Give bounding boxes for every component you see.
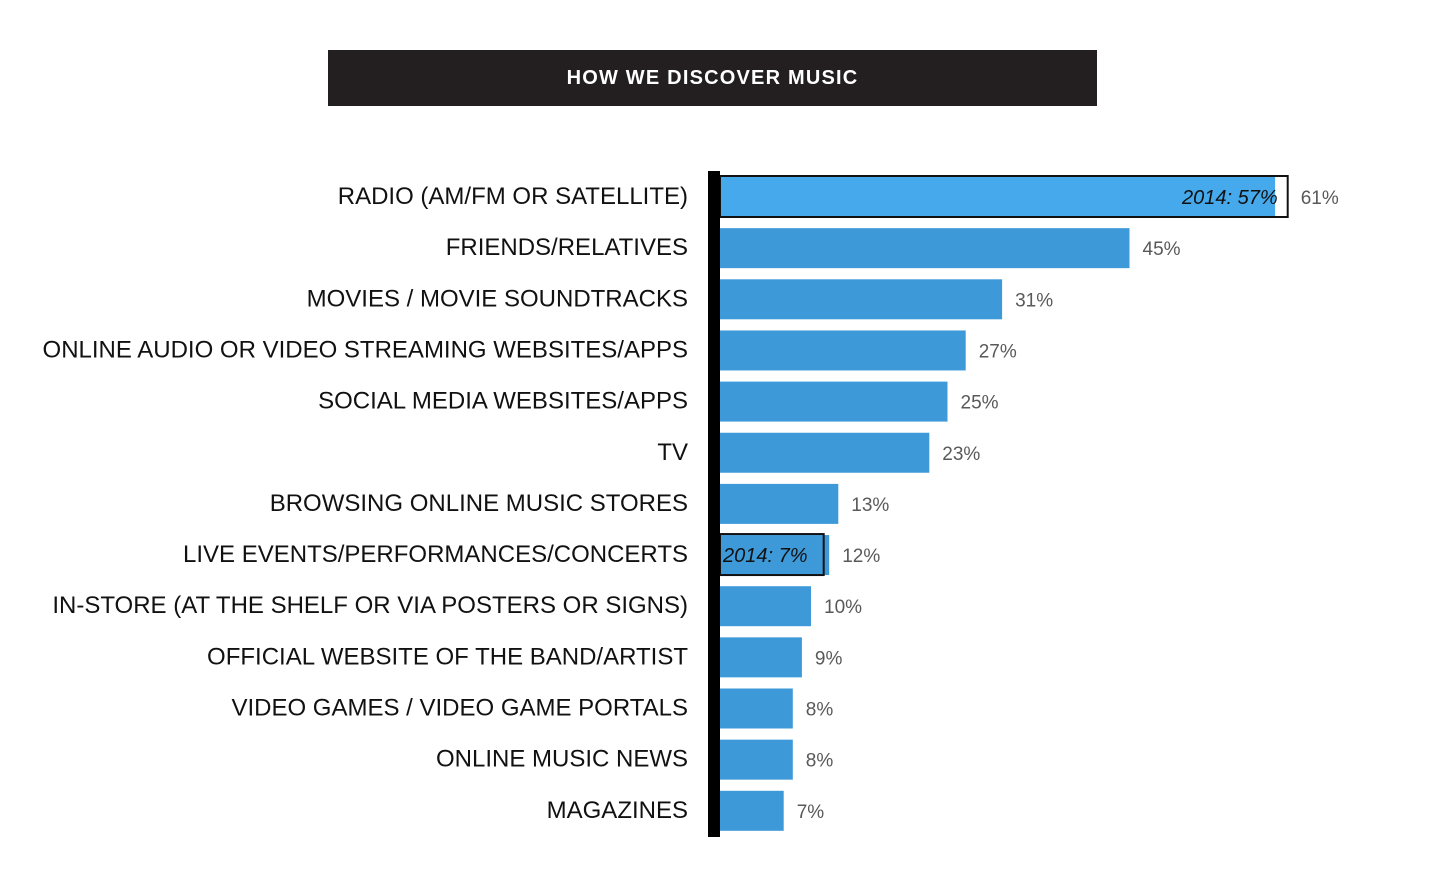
category-label: OFFICIAL WEBSITE OF THE BAND/ARTIST — [207, 643, 688, 670]
bar — [720, 228, 1130, 269]
y-axis-line — [708, 171, 720, 837]
value-label: 12% — [842, 546, 880, 567]
comparison-2014-label: 2014: 57% — [1181, 187, 1278, 209]
bar — [720, 330, 966, 371]
bar — [720, 279, 1003, 320]
bar — [720, 432, 930, 473]
value-label: 61% — [1301, 188, 1339, 209]
comparison-2014-label: 2014: 7% — [722, 545, 808, 567]
bar — [720, 381, 948, 422]
value-label: 27% — [979, 341, 1017, 362]
value-label: 13% — [851, 495, 889, 516]
bar — [720, 790, 784, 831]
category-label: TV — [657, 439, 688, 466]
category-label: SOCIAL MEDIA WEBSITES/APPS — [318, 388, 688, 415]
category-label: MAGAZINES — [547, 797, 688, 824]
category-label: VIDEO GAMES / VIDEO GAME PORTALS — [231, 695, 688, 722]
bar — [720, 688, 793, 729]
value-label: 7% — [797, 802, 825, 823]
category-label: ONLINE MUSIC NEWS — [436, 746, 688, 773]
bar — [720, 535, 830, 576]
category-label: RADIO (AM/FM OR SATELLITE) — [338, 183, 688, 210]
value-label: 10% — [824, 597, 862, 618]
value-label: 9% — [815, 648, 843, 669]
value-label: 31% — [1015, 290, 1053, 311]
value-label: 25% — [961, 393, 999, 414]
bar — [720, 483, 839, 524]
category-label: BROWSING ONLINE MUSIC STORES — [270, 490, 688, 517]
bar — [720, 739, 793, 780]
value-label: 45% — [1143, 239, 1181, 260]
value-label: 8% — [806, 751, 834, 772]
bar — [720, 177, 1276, 217]
category-label: LIVE EVENTS/PERFORMANCES/CONCERTS — [183, 541, 688, 568]
bar — [720, 637, 802, 678]
category-label: ONLINE AUDIO OR VIDEO STREAMING WEBSITES… — [43, 336, 688, 363]
category-label: MOVIES / MOVIE SOUNDTRACKS — [307, 285, 688, 312]
value-label: 23% — [942, 444, 980, 465]
chart-title: HOW WE DISCOVER MUSIC — [328, 50, 1097, 106]
bar — [720, 586, 811, 627]
category-label: IN-STORE (AT THE SHELF OR VIA POSTERS OR… — [52, 592, 688, 619]
value-label: 8% — [806, 700, 834, 721]
category-label: FRIENDS/RELATIVES — [446, 234, 688, 261]
